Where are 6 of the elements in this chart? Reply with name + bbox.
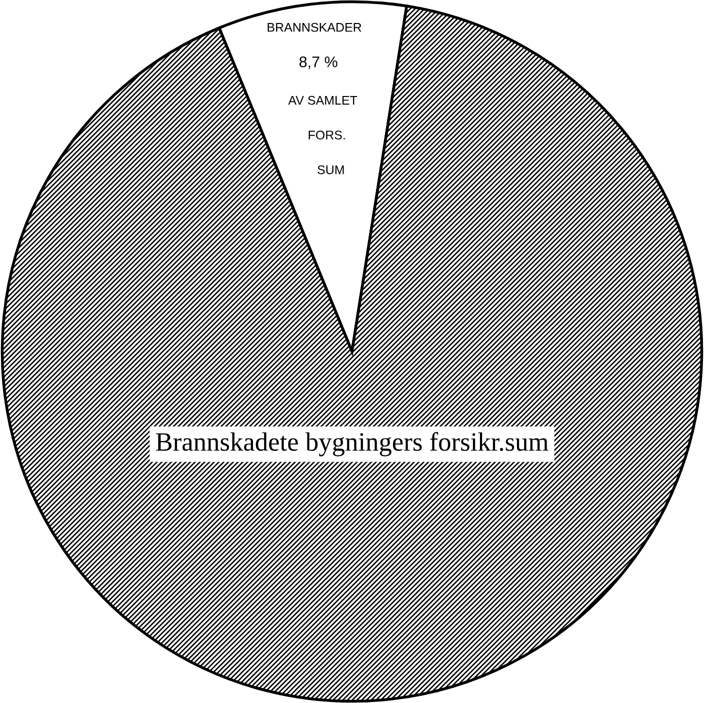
data-label: 8,7 % (299, 56, 338, 70)
slice-label: Brannskadete bygningers forsikr.sum (156, 432, 548, 456)
text: SUM (318, 165, 344, 174)
text: AV SAMLET (288, 96, 358, 105)
slice-label: BRANNSKADER (268, 22, 362, 32)
text: FORS. (308, 130, 345, 140)
